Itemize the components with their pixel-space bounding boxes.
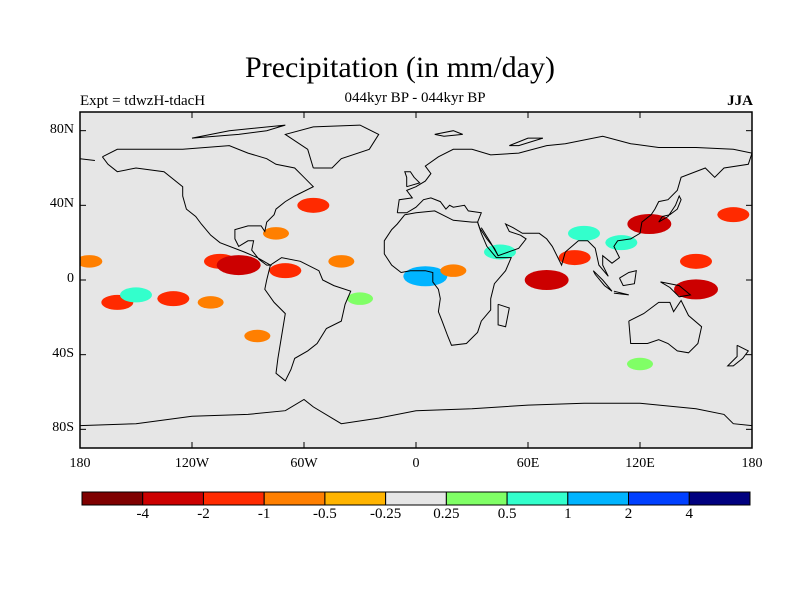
lon-tick-label: 60E — [516, 456, 540, 471]
anomaly-patch — [484, 244, 516, 260]
lon-tick-label: 0 — [412, 456, 420, 471]
coastline — [80, 398, 752, 427]
colorbar-swatch — [688, 491, 751, 506]
anomaly-patch — [120, 287, 152, 303]
coastline — [726, 344, 750, 367]
lon-tick-label: 180 — [741, 456, 763, 471]
colorbar-label: -0.5 — [313, 506, 337, 522]
coastline — [101, 145, 315, 266]
colorbar-label: 0.5 — [497, 506, 517, 522]
anomaly-patch — [244, 329, 271, 343]
lat-tick-label: 40S — [52, 345, 74, 361]
lat-tick-label: 0 — [67, 271, 74, 286]
colorbar-swatch — [506, 491, 569, 506]
season-label: JJA — [727, 93, 753, 109]
colorbar-label: -0.25 — [370, 506, 402, 522]
coastline — [396, 135, 752, 213]
colorbar-label: 0.25 — [433, 506, 460, 522]
anomaly-patch — [216, 255, 261, 276]
colorbar-label: 4 — [685, 506, 694, 522]
lon-tick-label: 60W — [290, 456, 318, 471]
anomaly-patch — [680, 253, 712, 269]
coastline — [497, 303, 510, 328]
anomaly-patch — [568, 225, 600, 241]
colorbar-swatch — [81, 491, 144, 506]
coastline — [284, 124, 380, 169]
period-label: 044kyr BP - 044kyr BP — [344, 90, 486, 106]
colorbar-swatch — [567, 491, 630, 506]
lat-tick-label: 40N — [49, 196, 74, 212]
anomaly-patch — [197, 296, 224, 309]
anomaly-patch — [558, 250, 591, 266]
colorbar-label: -1 — [257, 506, 271, 522]
anomaly-patch — [440, 264, 467, 277]
lon-tick-label: 120E — [625, 456, 655, 471]
coastline — [509, 137, 544, 147]
coastline — [628, 299, 703, 354]
colorbar-swatch — [628, 491, 690, 506]
anomaly-patch — [328, 255, 355, 268]
anomaly-patch — [403, 266, 448, 287]
coastline — [383, 210, 512, 346]
lon-tick-label: 120W — [174, 456, 210, 471]
coastline — [480, 227, 499, 256]
plot-title: Precipitation (in mm/day) — [245, 51, 555, 84]
coastline — [397, 152, 752, 277]
anomaly-patch — [297, 197, 330, 213]
anomaly-patch — [269, 263, 302, 279]
colorbar-swatch — [385, 491, 447, 506]
anomaly-patch — [263, 227, 289, 240]
colorbar-label: -4 — [136, 506, 149, 522]
colorbar-swatch — [142, 491, 204, 506]
coastline — [80, 158, 95, 161]
anomaly-patch — [80, 255, 103, 268]
lat-tick-label: 80N — [49, 121, 74, 137]
anomaly-patch — [674, 279, 718, 300]
coastline — [191, 124, 286, 139]
experiment-label: Expt = tdwzH-tdacH — [80, 93, 206, 109]
coastline — [434, 130, 463, 137]
colorbar-swatch — [324, 491, 387, 506]
coastline — [660, 281, 692, 298]
anomaly-patch — [157, 291, 190, 307]
coastline — [613, 290, 629, 296]
anomaly-patch — [347, 292, 373, 305]
anomaly-patch — [627, 214, 672, 234]
colorbar-swatch — [263, 491, 326, 506]
anomaly-patch — [627, 357, 653, 371]
colorbar-swatch — [445, 491, 508, 506]
anomaly-patch — [717, 207, 750, 223]
lon-tick-label: 180 — [69, 456, 91, 471]
lat-tick-label: 80S — [52, 420, 74, 436]
colorbar-label: 2 — [624, 506, 633, 522]
coastline — [264, 257, 352, 382]
colorbar-swatch — [202, 491, 265, 506]
coastline — [658, 194, 682, 223]
colorbar-label: -2 — [197, 506, 210, 522]
colorbar-label: 1 — [564, 506, 572, 522]
coastline — [592, 270, 613, 292]
coastline — [404, 171, 421, 188]
coastline — [619, 270, 637, 287]
anomaly-patch — [524, 270, 569, 290]
